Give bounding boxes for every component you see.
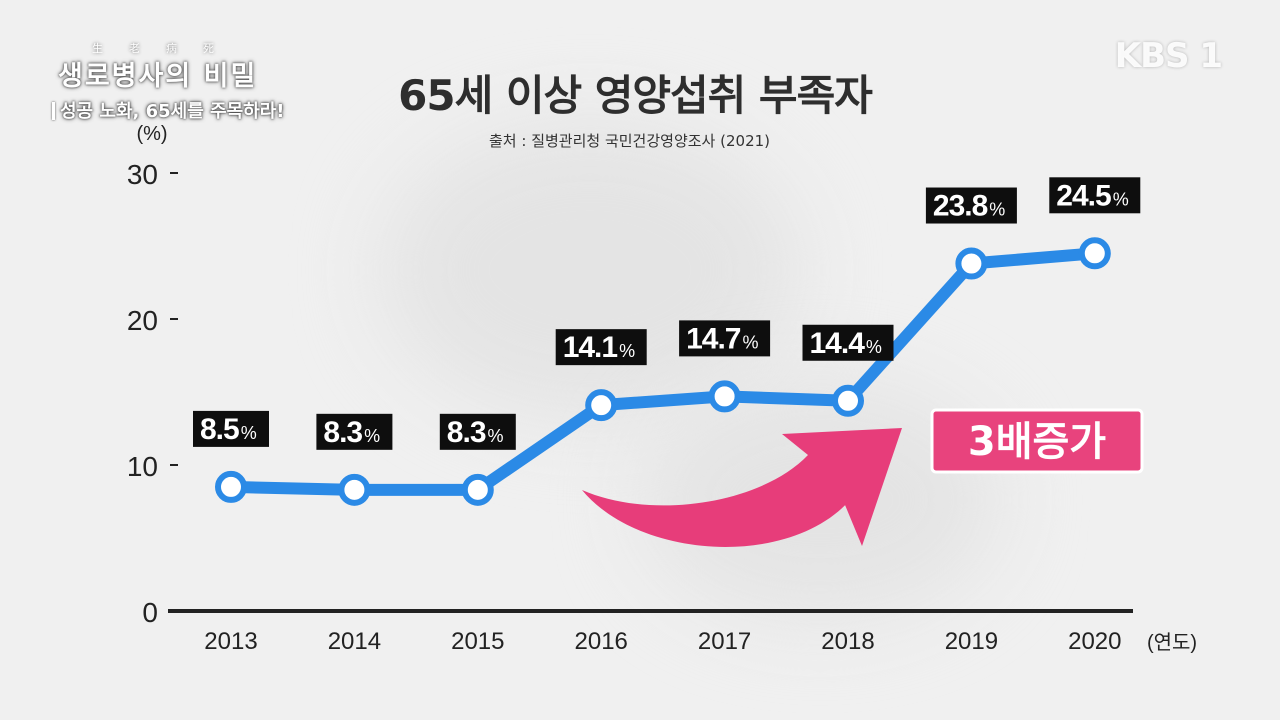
broadcaster-logo: KBS 1 xyxy=(1114,36,1223,76)
data-label-value: 8.3% xyxy=(447,416,504,449)
data-label-unit: % xyxy=(989,200,1005,220)
data-label-box xyxy=(439,413,516,450)
show-logo-title: 생로병사의 비밀 xyxy=(58,61,258,92)
arrow-shape xyxy=(582,428,902,547)
data-label-unit: % xyxy=(866,337,882,357)
x-tick-label: 2014 xyxy=(328,628,381,655)
data-point xyxy=(461,473,494,506)
data-label-box xyxy=(802,324,894,361)
data-label-box xyxy=(925,187,1017,224)
x-tick-label: 2018 xyxy=(821,628,874,655)
x-tick-label: 2017 xyxy=(698,628,751,655)
x-axis-label: (연도) xyxy=(1147,631,1197,654)
data-label: 8.5% xyxy=(193,410,269,447)
data-point xyxy=(215,470,247,503)
data-label-box xyxy=(555,329,647,366)
x-tick-label: 2020 xyxy=(1068,628,1121,655)
badge-text: 3배증가 xyxy=(968,419,1106,465)
y-tick-label: 30 xyxy=(127,159,158,190)
show-logo: 生老病死 생로병사의 비밀 성공 노화, 65세를 주목하라! xyxy=(52,40,285,123)
show-logo-hanja: 生老病死 xyxy=(92,42,240,55)
data-label-box xyxy=(193,410,269,447)
data-label-unit: % xyxy=(364,426,380,446)
x-tick-label: 2016 xyxy=(575,628,628,655)
data-label-unit: % xyxy=(488,426,504,446)
data-label: 14.4% xyxy=(802,324,894,361)
x-tick-label: 2013 xyxy=(204,628,257,655)
y-tick-label: 10 xyxy=(127,451,158,482)
background-figure xyxy=(380,120,800,420)
episode-subtitle: 성공 노화, 65세를 주목하라! xyxy=(52,97,285,123)
chart-title: 65세 이상 영양섭취 부족자 xyxy=(398,71,873,120)
increase-badge: 3배증가 xyxy=(930,408,1144,474)
increase-arrow xyxy=(582,428,902,547)
data-point xyxy=(1078,237,1111,270)
badge-background xyxy=(930,408,1144,474)
data-label-unit: % xyxy=(1113,189,1129,209)
x-tick-label: 2015 xyxy=(451,628,504,655)
data-point xyxy=(955,247,988,280)
data-label: 23.8% xyxy=(925,187,1017,224)
data-point xyxy=(338,473,371,506)
data-point xyxy=(832,384,864,417)
chart-source: 출처 : 질병관리청 국민건강영양조사 (2021) xyxy=(489,132,771,150)
y-tick-label: 20 xyxy=(127,305,158,336)
data-point xyxy=(585,389,618,422)
data-label-unit: % xyxy=(742,332,758,352)
y-axis-label: (%) xyxy=(136,123,167,145)
data-label-box xyxy=(679,320,771,357)
data-label-unit: % xyxy=(619,341,635,361)
data-label-unit: % xyxy=(241,423,257,443)
data-label-box xyxy=(1049,177,1141,214)
data-point xyxy=(708,380,741,413)
x-tick-label: 2019 xyxy=(945,628,998,655)
y-tick-label: 0 xyxy=(142,597,158,628)
data-label: 8.3% xyxy=(316,413,393,450)
series-line xyxy=(225,247,1101,496)
data-label: 14.7% xyxy=(679,320,771,357)
data-label-box xyxy=(316,413,393,450)
data-label: 8.3% xyxy=(439,413,516,450)
data-label: 14.1% xyxy=(555,329,647,366)
data-label: 24.5% xyxy=(1049,177,1141,214)
